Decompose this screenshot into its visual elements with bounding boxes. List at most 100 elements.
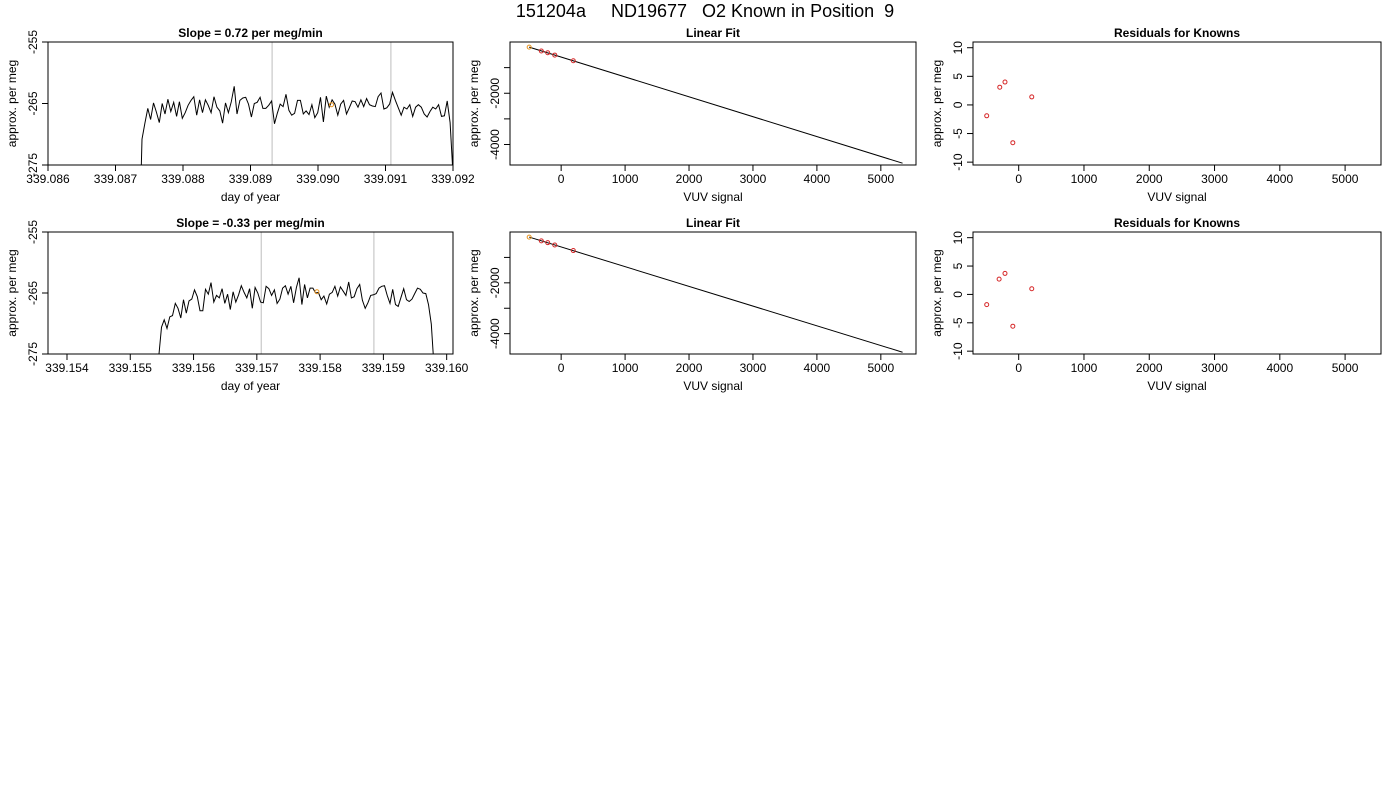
x-tick-label: 5000 — [867, 361, 894, 375]
y-tick-label: -5 — [951, 317, 965, 328]
y-tick-label: -265 — [26, 281, 40, 305]
x-tick-label: 339.089 — [229, 172, 273, 186]
x-tick-label: 1000 — [1071, 361, 1098, 375]
y-tick-label: -265 — [26, 91, 40, 115]
x-tick-label: 4000 — [804, 172, 831, 186]
page-title: 151204a ND19677 O2 Known in Position 9 — [515, 1, 895, 21]
x-tick-label: 2000 — [1136, 361, 1163, 375]
x-tick-label: 339.158 — [298, 361, 342, 375]
known-marker — [329, 102, 334, 108]
data-point — [552, 242, 558, 248]
plot-frame — [47, 231, 454, 355]
panel-1: Slope = 0.72 per meg/min day of year appro… — [5, 26, 475, 204]
x-tick-label: 1000 — [612, 361, 639, 375]
panel-title: Slope = 0.72 per meg/min — [178, 26, 322, 40]
x-tick-label: 339.088 — [161, 172, 205, 186]
panel-title: Linear Fit — [686, 26, 740, 40]
y-tick-label: -275 — [26, 342, 40, 366]
plot-frame — [509, 41, 917, 166]
data-point — [996, 276, 1002, 282]
y-axis-label: approx. per meg — [930, 249, 944, 336]
plot-area — [158, 277, 434, 354]
plot-frame — [972, 41, 1382, 166]
known-point — [526, 234, 532, 240]
x-tick-label: 0 — [1015, 361, 1022, 375]
x-tick-label: 339.090 — [296, 172, 340, 186]
y-axis-label: approx. per meg — [930, 60, 944, 147]
data-point — [1002, 270, 1008, 276]
x-tick-label: 5000 — [1332, 172, 1359, 186]
x-tick-label: 2000 — [1136, 172, 1163, 186]
x-tick-label: 339.154 — [45, 361, 89, 375]
data-point — [1010, 140, 1016, 146]
plot-area — [526, 44, 903, 164]
y-axis-label: approx. per meg — [5, 60, 19, 147]
y-tick-label: -2000 — [488, 78, 502, 109]
x-tick-label: 4000 — [804, 361, 831, 375]
x-tick-label: 339.160 — [425, 361, 469, 375]
x-tick-label: 4000 — [1266, 172, 1293, 186]
y-axis-label: approx. per meg — [5, 249, 19, 336]
panel-title: Linear Fit — [686, 216, 740, 230]
data-point — [984, 113, 990, 119]
plot-frame — [509, 231, 917, 355]
y-tick-label: 10 — [951, 41, 965, 55]
y-tick-label: -275 — [26, 153, 40, 177]
data-point — [570, 58, 576, 64]
x-tick-label: 0 — [1015, 172, 1022, 186]
x-tick-label: 339.159 — [362, 361, 406, 375]
known-marker — [314, 289, 320, 295]
y-tick-label: 5 — [951, 262, 965, 269]
panel-title: Slope = -0.33 per meg/min — [176, 216, 324, 230]
x-tick-label: 0 — [558, 172, 565, 186]
panel-6: Residuals for Knowns VUV signal approx. pe… — [930, 216, 1382, 393]
data-point — [1029, 94, 1035, 100]
panel-3: Residuals for Knowns VUV signal approx. pe… — [930, 26, 1382, 204]
y-tick-label: -4000 — [488, 318, 502, 349]
panel-title: Residuals for Knowns — [1114, 216, 1240, 230]
fit-line — [529, 46, 903, 164]
y-tick-label: -255 — [26, 30, 40, 54]
x-tick-label: 5000 — [867, 172, 894, 186]
panel-title: Residuals for Knowns — [1114, 26, 1240, 40]
data-point — [1010, 323, 1016, 329]
data-point — [545, 240, 551, 246]
y-tick-label: -255 — [26, 220, 40, 244]
data-point — [538, 238, 544, 244]
plot-area — [526, 234, 903, 353]
x-axis-label: VUV signal — [1147, 190, 1206, 204]
plot-area — [984, 79, 1035, 146]
data-point — [1002, 79, 1008, 85]
x-axis-label: VUV signal — [683, 379, 742, 393]
y-tick-label: 10 — [951, 231, 965, 245]
x-tick-label: 3000 — [1201, 361, 1228, 375]
x-tick-label: 4000 — [1266, 361, 1293, 375]
x-tick-label: 5000 — [1332, 361, 1359, 375]
x-tick-label: 3000 — [740, 361, 767, 375]
x-tick-label: 339.155 — [109, 361, 153, 375]
x-tick-label: 2000 — [676, 361, 703, 375]
y-tick-label: 5 — [951, 73, 965, 80]
x-axis-label: VUV signal — [1147, 379, 1206, 393]
x-tick-label: 339.091 — [364, 172, 408, 186]
y-tick-label: 0 — [951, 101, 965, 108]
x-tick-label: 1000 — [612, 172, 639, 186]
x-tick-label: 339.086 — [26, 172, 70, 186]
x-axis-label: day of year — [221, 379, 280, 393]
x-tick-label: 3000 — [740, 172, 767, 186]
data-point — [997, 84, 1003, 90]
data-point — [570, 248, 576, 254]
panel-5: Linear Fit VUV signal approx. per meg 0 1000… — [467, 216, 917, 393]
data-trace — [158, 277, 434, 354]
x-tick-label: 339.092 — [431, 172, 475, 186]
x-tick-label: 339.156 — [172, 361, 216, 375]
data-trace — [140, 86, 453, 165]
plot-frame — [47, 41, 454, 166]
y-axis-label: approx. per meg — [467, 249, 481, 336]
x-tick-label: 0 — [558, 361, 565, 375]
data-point — [1029, 286, 1035, 292]
x-axis-label: VUV signal — [683, 190, 742, 204]
x-tick-label: 2000 — [676, 172, 703, 186]
x-tick-label: 1000 — [1071, 172, 1098, 186]
